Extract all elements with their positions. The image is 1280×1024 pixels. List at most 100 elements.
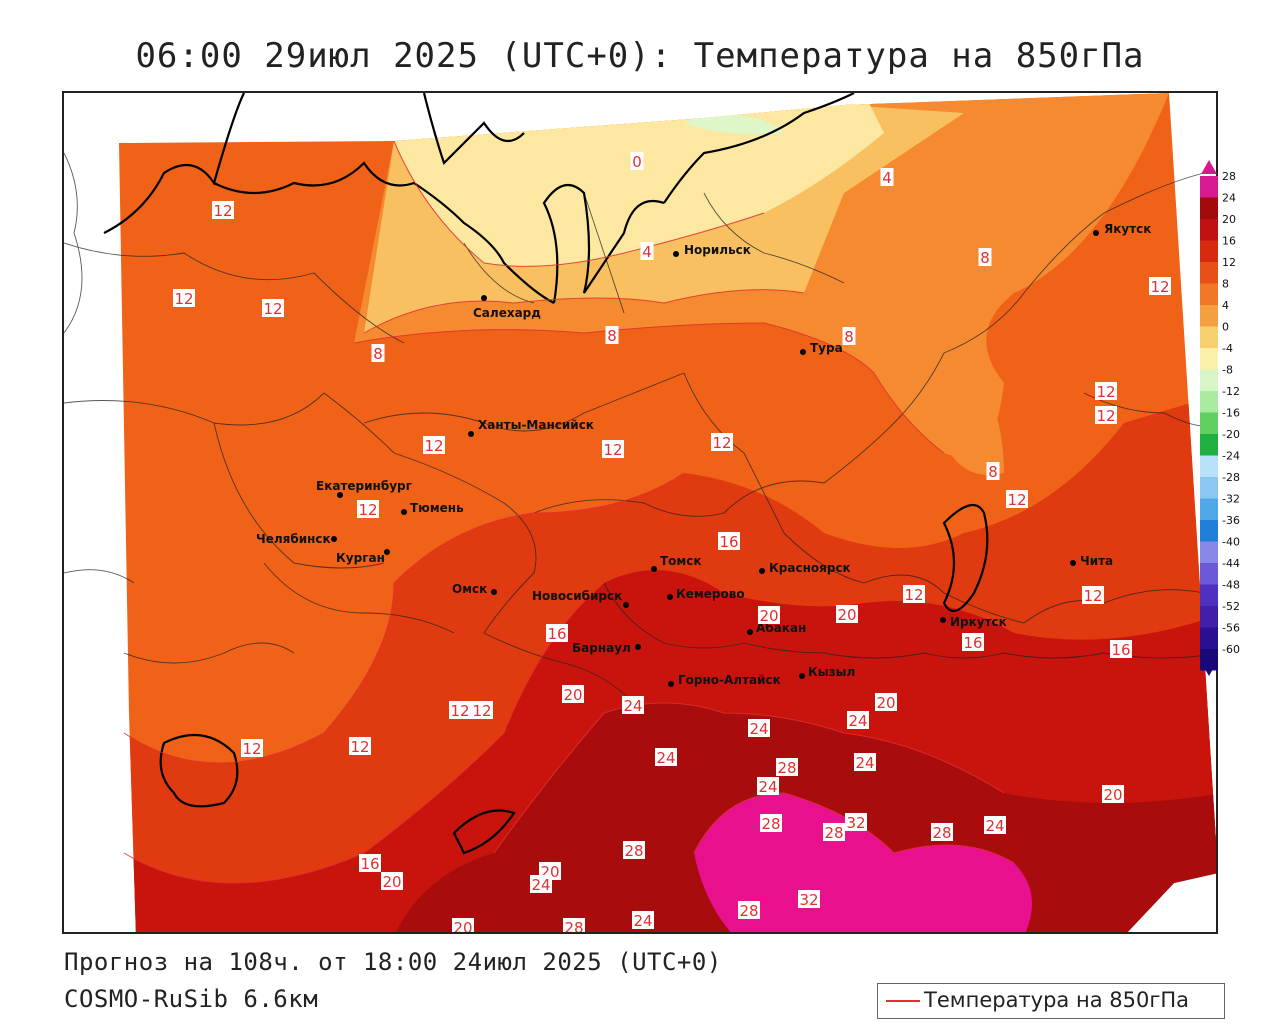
isoline-label-bg [630,152,644,170]
isoline-label-bg [776,758,798,776]
isoline-label-bg [748,719,770,737]
isoline-label: 28 [564,919,583,934]
city-label: Салехард [473,306,541,320]
isoline-label-bg [1095,382,1117,400]
isoline-label-bg [622,696,644,714]
isoline-label: 16 [360,855,379,873]
scale-label: 16 [1222,235,1236,248]
isoline-label: 20 [453,919,472,934]
city-kemerovo[interactable]: Кемерово [667,587,745,601]
city-kyzyl[interactable]: Кызыл [799,665,855,679]
isoline-label-bg [602,440,624,458]
isoline-label-bg [711,433,733,451]
city-irkutsk[interactable]: Иркутск [940,615,1007,629]
isoline-label-bg [718,532,740,550]
region-borders [64,152,1216,704]
scale-cells: 28 24 20 16 12 8 4 0 -4 -8 -12 -16 -20 -24 -28 -32 -36 -4… [1200,170,1240,671]
city-norilsk[interactable]: Норильск [673,243,751,257]
isoline-label: 20 [876,694,895,712]
city-novosibirsk[interactable]: Новосибирск [532,589,629,608]
city-chelyabinsk[interactable]: Челябинск [256,532,337,546]
city-label: Барнаул [572,641,631,655]
isoline-label-bg [173,289,195,307]
city-abakan[interactable]: Абакан [747,621,806,635]
city-salekhard[interactable]: Салехард [473,295,541,320]
isoline-label-bg [931,823,953,841]
scale-label: -28 [1222,471,1240,484]
isoline-label: 16 [963,634,982,652]
isoline-label: 12 [904,586,923,604]
city-label: Тюмень [410,501,464,515]
city-yakutsk[interactable]: Якутск [1093,222,1151,236]
city-krasnoyarsk[interactable]: Красноярск [759,561,851,575]
isoline-label: 8 [607,327,617,345]
city-tura[interactable]: Тура [800,341,843,355]
scale-label: -36 [1222,514,1240,527]
scale-cell [1200,176,1218,198]
isoline-label: 12 [424,437,443,455]
city-label: Кемерово [676,587,745,601]
city-kurgan[interactable]: Курган [336,549,390,565]
isoline-label-bg [1102,785,1124,803]
city-barnaul[interactable]: Барнаул [572,641,641,655]
city-chita[interactable]: Чита [1070,554,1113,568]
isoline-label: 4 [642,243,652,261]
isoline-label: 20 [1103,786,1122,804]
isolines [123,140,1015,884]
isoline-label: 12 [1096,383,1115,401]
isoline-label-bg [1110,640,1132,658]
scale-cell [1200,541,1218,563]
city-label: Иркутск [950,615,1007,629]
isoline-label: 24 [758,778,777,796]
isoline-label: 0 [632,153,642,171]
isoline-label: 28 [761,815,780,833]
temperature-map[interactable]: Якутск Норильск Салехард Тура Ханты-Манс… [62,91,1218,934]
city-label: Ханты-Мансийск [478,418,594,432]
scale-label: -48 [1222,579,1240,592]
isoline-label: 12 [174,290,193,308]
isoline-label-bg [962,633,984,651]
isoline-label-bg [845,813,867,831]
scale-cell [1200,326,1218,348]
isoline-label-bg [449,701,471,719]
scale-cell [1200,477,1218,499]
city-ekaterinburg[interactable]: Екатеринбург [316,479,412,498]
isoline-label: 12 [1083,587,1102,605]
city-label: Курган [336,551,385,565]
isoline-label-bg [563,918,585,932]
city-label: Чита [1080,554,1113,568]
isoline-label-bg [632,911,654,929]
scale-label: 24 [1222,192,1236,205]
city-tyumen[interactable]: Тюмень [401,501,464,515]
isoline-label-bg [1149,277,1171,295]
scale-label: 8 [1222,278,1229,291]
isoline-label: 12 [450,702,469,720]
city-tomsk[interactable]: Томск [651,554,702,572]
isoline-label: 32 [799,891,818,909]
city-label: Красноярск [769,561,851,575]
scale-label: -24 [1222,450,1240,463]
isoline-label: 24 [623,697,642,715]
isoline-label-bg [530,875,552,893]
isoline-label-bg [546,624,568,642]
isoline-label: 12 [358,501,377,519]
isoline-label-bg [760,814,782,832]
isoline-label-bg [1006,490,1028,508]
isoline-label: 28 [624,842,643,860]
scale-cell [1200,348,1218,370]
isoline-label: 20 [837,606,856,624]
city-gorno-altaysk[interactable]: Горно-Алтайск [668,673,781,687]
city-omsk[interactable]: Омск [452,582,497,596]
legend: Температура на 850гПа [877,983,1225,1019]
isoline-label-bg [880,168,894,186]
isoline-label-bg [978,248,992,266]
city-khanty-mansiysk[interactable]: Ханты-Мансийск [468,418,594,437]
isoline-label: 12 [472,702,491,720]
scale-cell [1200,455,1218,477]
scale-cell [1200,262,1218,284]
scale-cell [1200,563,1218,585]
isoline-label: 28 [824,824,843,842]
city-label: Абакан [756,621,806,635]
scale-label: 28 [1222,170,1236,183]
isoline-label: 24 [656,749,675,767]
